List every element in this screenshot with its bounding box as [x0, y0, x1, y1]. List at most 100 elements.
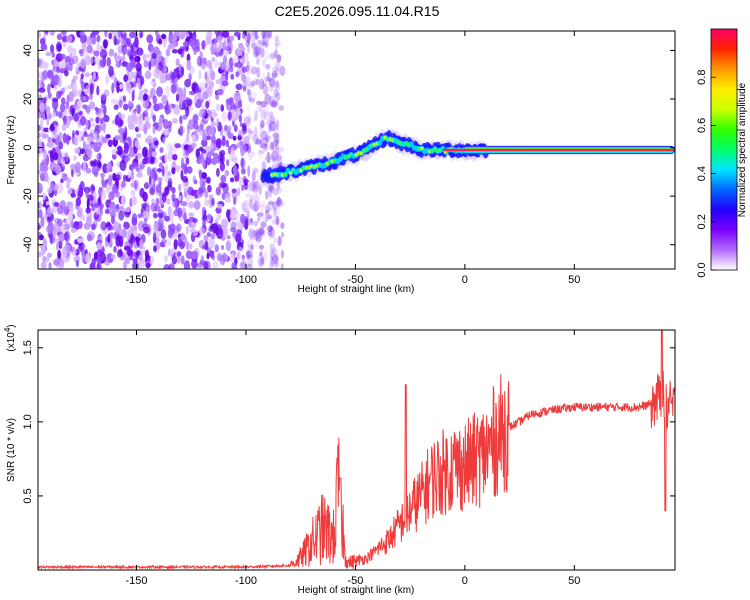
noise-speck [96, 242, 103, 250]
noise-speck [250, 31, 258, 36]
noise-speck [108, 65, 114, 77]
noise-speck [90, 36, 97, 45]
noise-speck [146, 34, 154, 44]
noise-speck [201, 139, 208, 147]
noise-speck [203, 234, 209, 242]
noise-speck [199, 177, 206, 188]
noise-speck [260, 143, 268, 149]
noise-speck [260, 41, 268, 47]
noise-speck [258, 184, 262, 196]
noise-speck [275, 100, 279, 107]
noise-speck [216, 252, 223, 262]
noise-speck [51, 148, 56, 153]
noise-speck [96, 263, 102, 269]
noise-speck [239, 122, 244, 128]
snr-ytick-label: 1.5 [22, 340, 34, 355]
noise-speck [220, 61, 226, 71]
noise-speck [60, 53, 66, 60]
noise-speck [171, 49, 178, 54]
noise-speck [105, 134, 111, 139]
colorbar: 0.0 0.2 0.4 0.6 0.8 Normalized spectral ampl… [696, 28, 748, 278]
noise-speck [106, 57, 111, 67]
noise-speck [38, 87, 46, 93]
noise-speck [100, 48, 108, 59]
noise-speck [241, 66, 247, 73]
heatmap-xtick-label: -50 [347, 274, 363, 286]
noise-speck [220, 174, 227, 184]
noise-speck [185, 226, 189, 235]
noise-speck [104, 31, 108, 38]
noise-speck [173, 233, 178, 240]
noise-speck [164, 173, 170, 183]
noise-speck [120, 194, 127, 206]
noise-speck [171, 193, 176, 202]
noise-speck [260, 100, 267, 108]
noise-speck [175, 58, 180, 67]
noise-speck [224, 196, 232, 203]
noise-speck [205, 177, 211, 184]
heatmap-ylabel: Frequency (Hz) [6, 116, 17, 185]
noise-speck [221, 31, 230, 38]
heatmap-xtick-label: 50 [568, 274, 580, 286]
noise-speck [267, 185, 274, 192]
noise-speck [59, 200, 66, 210]
noise-speck [113, 246, 117, 253]
noise-speck [225, 139, 229, 148]
noise-speck [67, 210, 73, 222]
noise-speck [91, 223, 96, 231]
noise-speck [89, 83, 94, 95]
noise-speck [68, 91, 74, 102]
noise-speck [247, 165, 251, 177]
noise-speck [68, 44, 73, 55]
noise-speck [226, 159, 230, 167]
noise-speck [276, 54, 283, 60]
noise-speck [114, 114, 120, 126]
noise-speck [130, 169, 135, 181]
noise-speck [101, 103, 106, 109]
noise-speck [64, 175, 69, 182]
noise-speck [254, 220, 258, 227]
noise-speck [215, 103, 221, 112]
noise-speck [182, 41, 189, 47]
noise-speck [186, 132, 190, 143]
noise-speck [43, 97, 47, 103]
noise-speck [40, 216, 45, 228]
noise-speck [241, 255, 245, 264]
noise-speck [265, 120, 273, 127]
noise-speck [180, 66, 185, 77]
noise-speck [233, 196, 237, 205]
noise-speck [257, 39, 265, 44]
noise-speck [235, 71, 240, 78]
noise-speck [99, 206, 103, 216]
noise-speck [51, 97, 59, 103]
snr-xtick-label: -50 [347, 575, 363, 587]
noise-speck [254, 109, 258, 122]
noise-speck [165, 85, 171, 97]
noise-speck [209, 250, 215, 256]
noise-speck [124, 156, 129, 164]
noise-speck [70, 228, 78, 233]
noise-speck [85, 167, 92, 174]
noise-speck [248, 131, 256, 141]
noise-speck [267, 111, 274, 118]
noise-speck [171, 117, 179, 124]
noise-speck [53, 84, 58, 91]
noise-speck [274, 48, 278, 59]
noise-speck [108, 48, 115, 57]
noise-speck [216, 204, 223, 209]
noise-speck [66, 34, 73, 43]
noise-speck [204, 190, 209, 199]
noise-speck [181, 175, 188, 183]
noise-speck [89, 160, 94, 166]
heatmap-ytick-label: 20 [22, 93, 34, 105]
noise-speck [259, 251, 263, 257]
noise-speck [80, 58, 86, 69]
noise-speck [122, 113, 126, 120]
noise-speck [235, 83, 243, 91]
noise-speck [221, 135, 226, 147]
noise-speck [156, 54, 162, 63]
noise-speck [49, 232, 53, 245]
noise-speck [264, 155, 272, 163]
noise-speck [246, 263, 253, 269]
heatmap-xtick-label: -150 [125, 274, 147, 286]
